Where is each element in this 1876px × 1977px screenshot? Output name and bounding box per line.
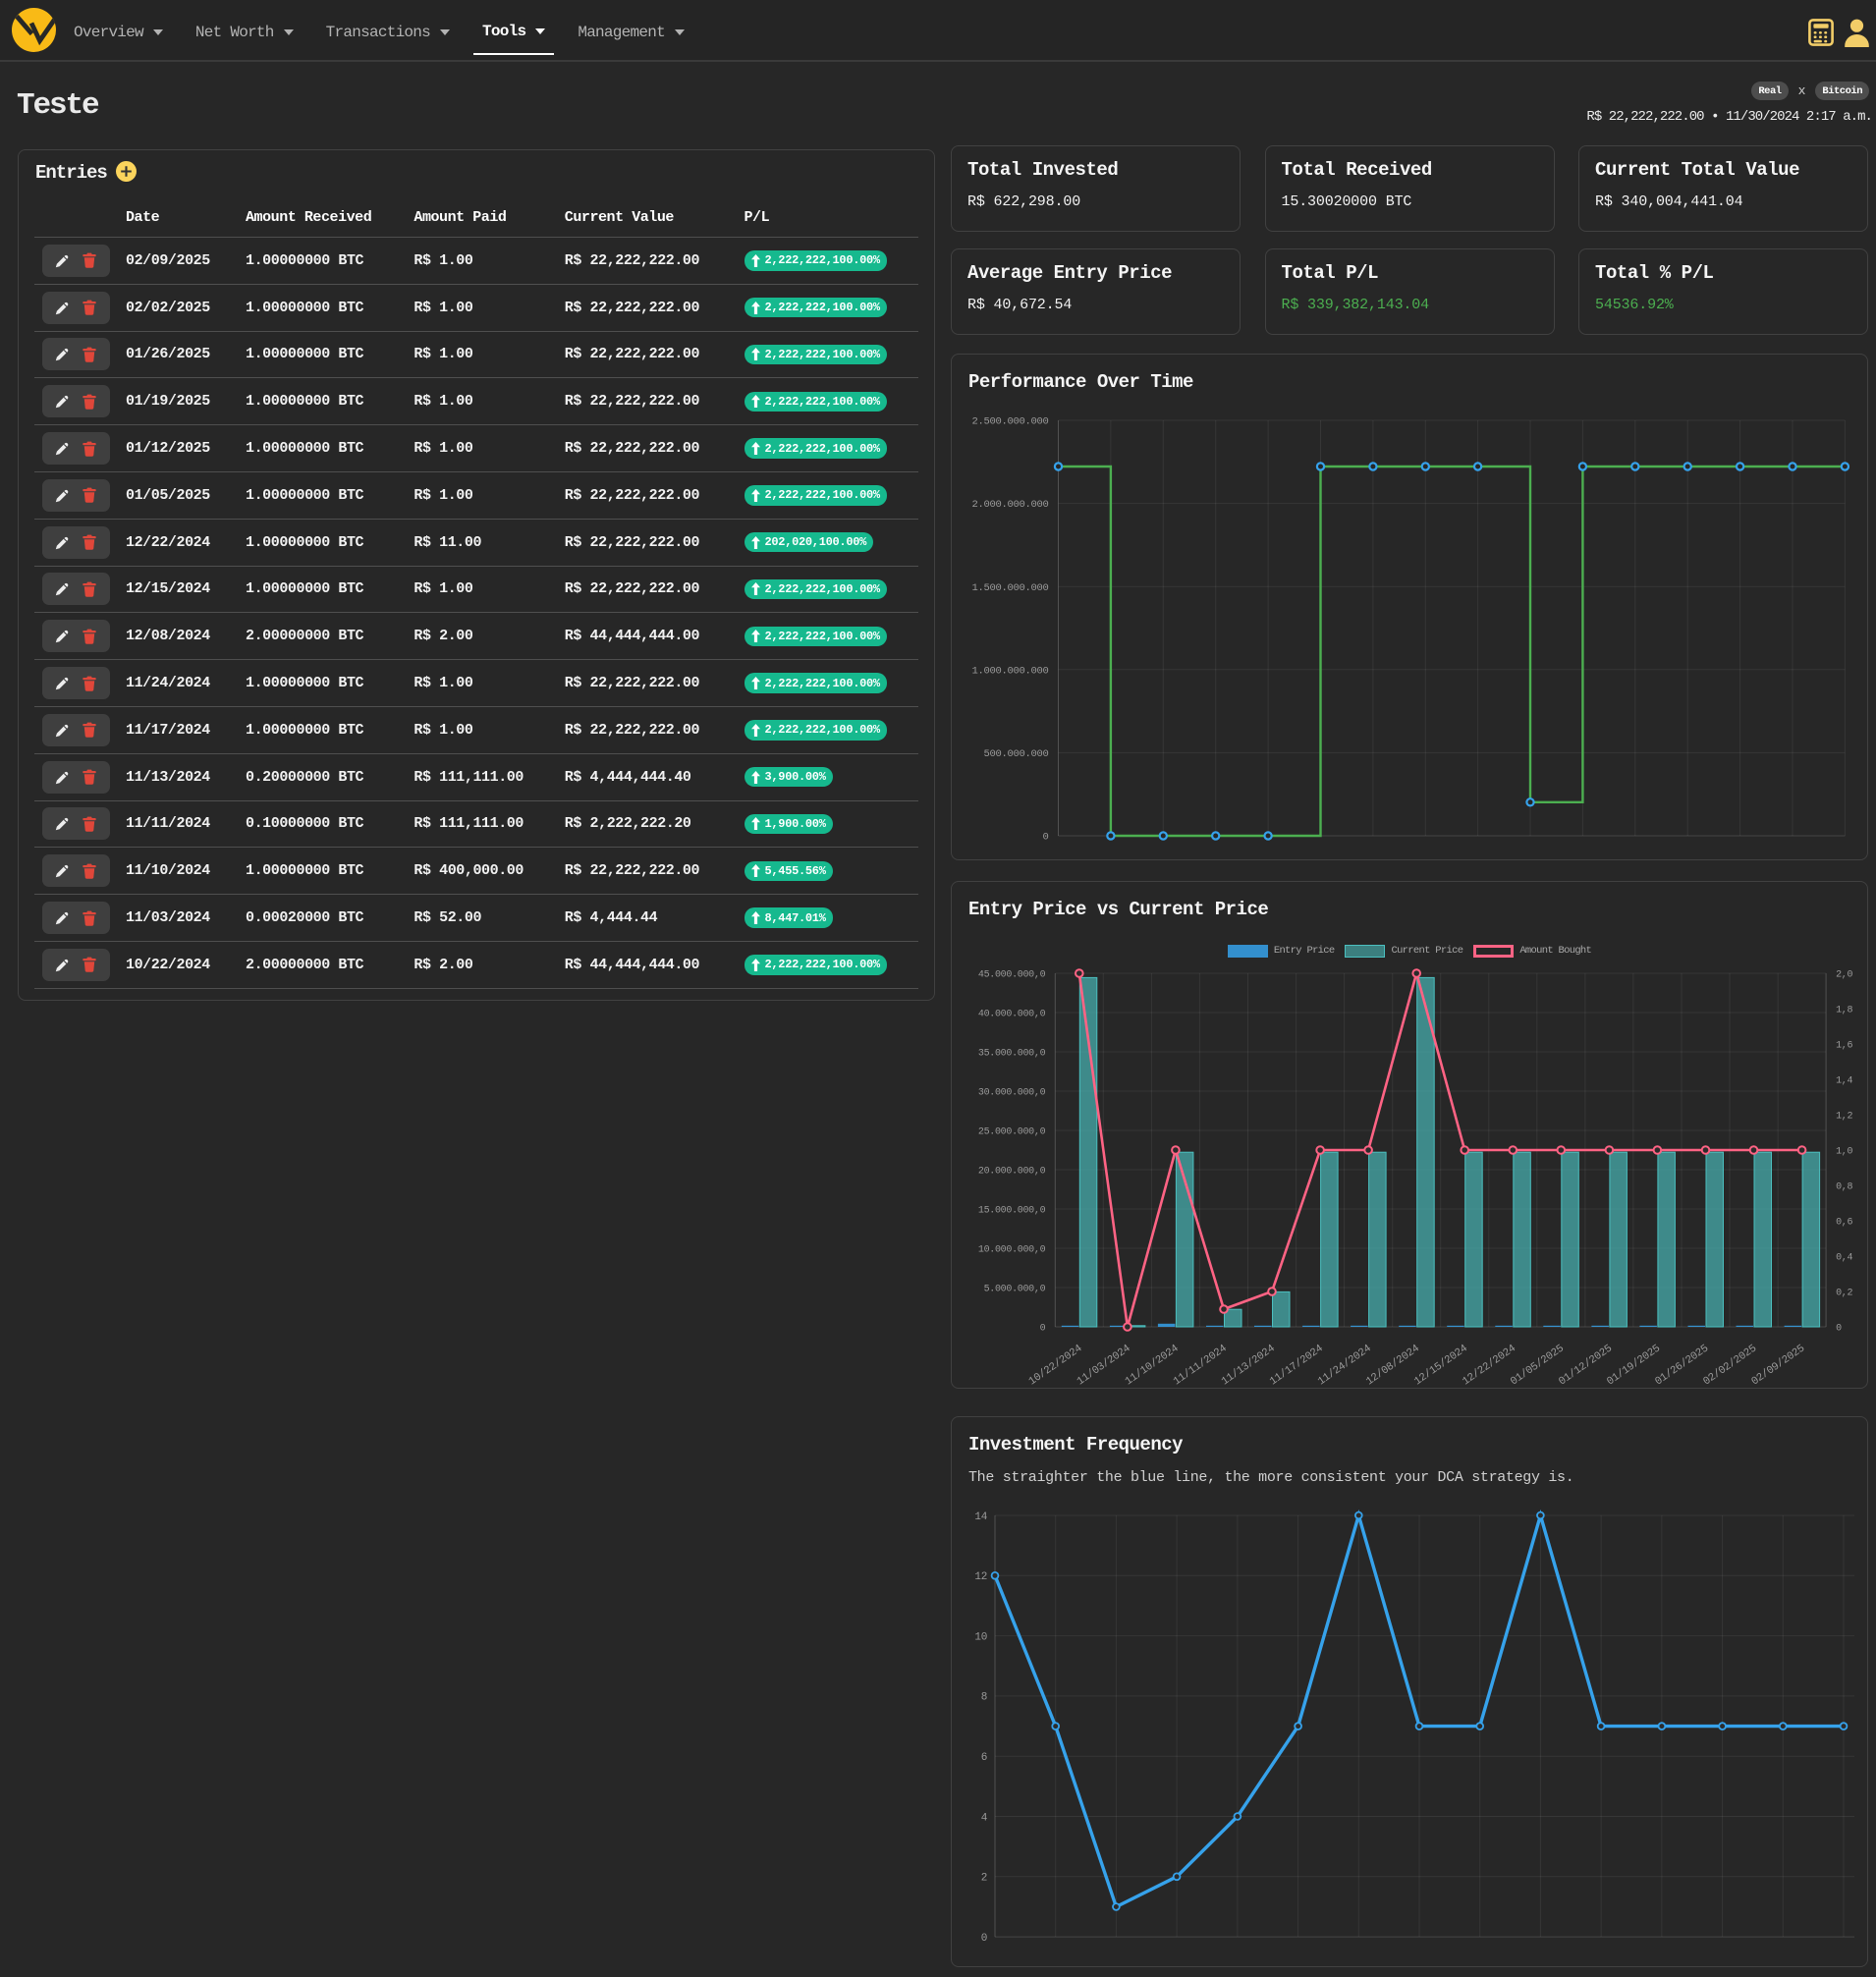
svg-text:500.000.000: 500.000.000 bbox=[983, 748, 1048, 760]
svg-text:0: 0 bbox=[1040, 1324, 1046, 1335]
svg-text:01/12/2025: 01/12/2025 bbox=[1557, 1343, 1615, 1388]
svg-text:0: 0 bbox=[981, 1933, 987, 1945]
svg-text:2,0: 2,0 bbox=[1836, 970, 1852, 981]
svg-text:6: 6 bbox=[981, 1752, 987, 1764]
svg-text:25.000.000,0: 25.000.000,0 bbox=[978, 1127, 1046, 1138]
svg-text:1,2: 1,2 bbox=[1836, 1112, 1852, 1123]
svg-text:15.000.000,0: 15.000.000,0 bbox=[978, 1206, 1046, 1217]
svg-text:14: 14 bbox=[974, 1511, 987, 1523]
svg-text:5.000.000,0: 5.000.000,0 bbox=[984, 1285, 1046, 1295]
svg-text:0: 0 bbox=[1836, 1324, 1842, 1335]
svg-text:1,6: 1,6 bbox=[1836, 1041, 1852, 1052]
svg-text:02/02/2025: 02/02/2025 bbox=[1701, 1343, 1759, 1388]
svg-text:2: 2 bbox=[981, 1873, 987, 1885]
svg-text:8: 8 bbox=[981, 1692, 987, 1704]
svg-text:1,0: 1,0 bbox=[1836, 1147, 1852, 1158]
svg-text:01/05/2025: 01/05/2025 bbox=[1509, 1343, 1567, 1388]
svg-text:01/19/2025: 01/19/2025 bbox=[1605, 1343, 1663, 1388]
svg-text:10.000.000,0: 10.000.000,0 bbox=[978, 1245, 1046, 1256]
svg-text:1.500.000.000: 1.500.000.000 bbox=[971, 582, 1048, 594]
svg-text:0,6: 0,6 bbox=[1836, 1218, 1852, 1229]
svg-text:1,8: 1,8 bbox=[1836, 1006, 1852, 1016]
svg-text:2.000.000.000: 2.000.000.000 bbox=[971, 499, 1048, 511]
svg-text:0,2: 0,2 bbox=[1836, 1289, 1852, 1299]
svg-text:12: 12 bbox=[974, 1571, 987, 1583]
svg-text:0,8: 0,8 bbox=[1836, 1182, 1852, 1193]
svg-text:10: 10 bbox=[974, 1631, 987, 1643]
svg-text:30.000.000,0: 30.000.000,0 bbox=[978, 1088, 1046, 1099]
svg-text:1,4: 1,4 bbox=[1836, 1076, 1852, 1087]
svg-text:01/26/2025: 01/26/2025 bbox=[1653, 1343, 1711, 1388]
svg-text:02/09/2025: 02/09/2025 bbox=[1749, 1343, 1807, 1388]
svg-text:0: 0 bbox=[1042, 832, 1048, 844]
svg-text:35.000.000,0: 35.000.000,0 bbox=[978, 1049, 1046, 1060]
svg-text:20.000.000,0: 20.000.000,0 bbox=[978, 1167, 1046, 1178]
svg-text:1.000.000.000: 1.000.000.000 bbox=[971, 665, 1048, 677]
svg-text:0,4: 0,4 bbox=[1836, 1253, 1852, 1264]
svg-text:40.000.000,0: 40.000.000,0 bbox=[978, 1010, 1046, 1020]
svg-text:2.500.000.000: 2.500.000.000 bbox=[971, 416, 1048, 428]
svg-text:4: 4 bbox=[981, 1812, 988, 1824]
svg-text:45.000.000,0: 45.000.000,0 bbox=[978, 970, 1046, 981]
